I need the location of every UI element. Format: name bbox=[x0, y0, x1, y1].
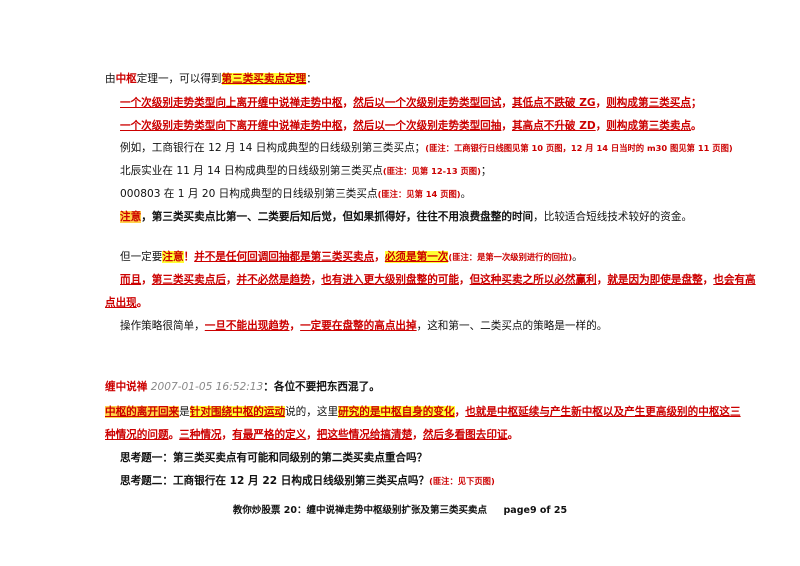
comment-header: 缠中说禅 2007-01-05 16:52:13：各位不要把东西混了。 bbox=[105, 381, 380, 393]
editor-note: (匪注：是第一次级别进行的回拉) bbox=[448, 252, 573, 262]
paragraph-third-buy-definition: 一个次级别走势类型向上离开缠中说禅走势中枢，然后以一个次级别走势类型回试，其低点… bbox=[120, 97, 702, 109]
editor-note: (匪注：见下页图) bbox=[429, 476, 495, 486]
paragraph-attention-note: 注意，第三类买卖点比第一、二类要后知后觉，但如果抓得好，往往不用浪费盘整的时间，… bbox=[120, 211, 693, 223]
author-name: 缠中说禅 bbox=[105, 381, 148, 393]
editor-note: (匪注：见第 12-13 页图) bbox=[382, 166, 481, 176]
theorem-title: 第三类买卖点定理 bbox=[221, 73, 307, 85]
editor-note: (匪注：工商银行日线图见第 10 页图，12 月 14 日当时的 m30 图见第… bbox=[425, 143, 733, 153]
highlight: 针对围绕中枢的运动 bbox=[189, 406, 286, 418]
text: 由 bbox=[105, 73, 116, 85]
highlight: 中枢的离开回来 bbox=[105, 406, 180, 418]
attention-highlight: 注意 bbox=[120, 211, 142, 223]
paragraph-profit-reason: 而且，第三类买卖点后，并不必然是趋势，也有进入更大级别盘整的可能，但这种买卖之所… bbox=[120, 274, 756, 286]
paragraph-zhongshu-change-cont: 种情况的问题。三种情况，有最严格的定义，把这些情况给搞清楚，然后多看图去印证。 bbox=[105, 429, 519, 441]
paragraph-zhongshu-change: 中枢的离开回来是针对围绕中枢的运动说的，这里研究的是中枢自身的变化，也就是中枢延… bbox=[105, 406, 741, 418]
must-be-first-highlight: 必须是第一次 bbox=[384, 251, 449, 263]
paragraph-example-icbc: 例如，工商银行在 12 月 14 日构成典型的日线级别第三类买点；(匪注：工商银… bbox=[120, 142, 733, 154]
paragraph-example-000803: 000803 在 1 月 20 日构成典型的日线级别第三类买点(匪注：见第 14… bbox=[120, 188, 472, 200]
paragraph-strategy: 操作策略很简单，一旦不能出现趋势，一定要在盘整的高点出掉，这和第一、二类买点的策… bbox=[120, 320, 608, 332]
editor-note: (匪注：见第 14 页图) bbox=[377, 189, 461, 199]
question-two: 思考题二：工商银行在 12 月 22 日构成日线级别第三类买点吗？(匪注：见下页… bbox=[120, 475, 495, 487]
text: 定理一，可以得到 bbox=[136, 73, 222, 85]
paragraph-third-sell-definition: 一个次级别走势类型向下离开缠中说禅走势中枢，然后以一个次级别走势类型回抽，其高点… bbox=[120, 120, 702, 132]
page-number: page9 of 25 bbox=[503, 505, 568, 516]
footer-title: 教你炒股票 20：缠中说禅走势中枢级别扩张及第三类买卖点 bbox=[232, 505, 487, 516]
attention-highlight: 注意 bbox=[162, 251, 184, 263]
page-footer: 教你炒股票 20：缠中说禅走势中枢级别扩张及第三类买卖点 page9 of 25 bbox=[0, 502, 800, 516]
timestamp: 2007-01-05 16:52:13 bbox=[147, 381, 264, 393]
paragraph-first-time-note: 但一定要注意！并不是任何回调回抽都是第三类买卖点，必须是第一次(匪注：是第一次级… bbox=[120, 251, 583, 263]
paragraph-theorem-intro: 由中枢定理一，可以得到第三类买卖点定理： bbox=[105, 72, 317, 86]
text-zhongshu: 中枢 bbox=[115, 73, 137, 85]
text: ： bbox=[306, 73, 317, 85]
paragraph-example-beichen: 北辰实业在 11 月 14 日构成典型的日线级别第三类买点(匪注：见第 12-1… bbox=[120, 165, 492, 177]
question-one: 思考题一：第三类买卖点有可能和同级别的第二类买卖点重合吗？ bbox=[120, 452, 428, 464]
highlight: 研究的是中枢自身的变化 bbox=[338, 406, 455, 418]
paragraph-profit-reason-cont: 点出现。 bbox=[105, 297, 148, 309]
